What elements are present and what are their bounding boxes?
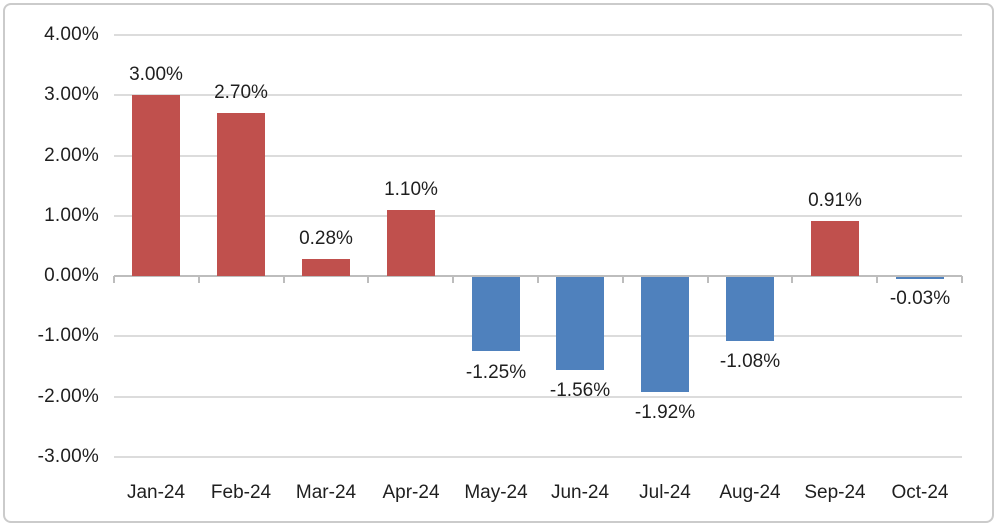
bar-positive-Mar-24 [302, 259, 350, 276]
y-axis-tick-label: 0.00% [44, 265, 99, 287]
x-axis-tick-label: Apr-24 [382, 482, 440, 503]
plot-area: 4.00% 3.00% 2.00% 1.00% 0.00% -1.00% -2.00% -3.… [5, 5, 992, 521]
bar-value-label: 3.00% [129, 64, 183, 85]
x-axis-tick-label: Mar-24 [295, 482, 357, 503]
zero-axis-tick [876, 276, 879, 284]
bar-value-label: 0.91% [808, 190, 862, 211]
bar-negative-Jul-24 [641, 277, 689, 392]
gridline [114, 94, 962, 97]
gridline [114, 154, 962, 157]
y-axis-tick-label: -2.00% [37, 385, 99, 407]
zero-axis-tick [791, 276, 794, 284]
bar-value-label: -1.25% [465, 362, 527, 383]
bar-value-label: -1.08% [719, 351, 781, 372]
bar-value-label: -0.03% [889, 288, 951, 309]
bar-positive-Jan-24 [132, 95, 180, 276]
y-axis-tick-label: -1.00% [37, 325, 99, 347]
bar-negative-May-24 [472, 277, 520, 351]
zero-axis-tick [113, 276, 115, 284]
bar-value-label: 2.70% [214, 82, 268, 103]
chart-frame: 4.00% 3.00% 2.00% 1.00% 0.00% -1.00% -2.00% -3.… [3, 3, 994, 523]
x-axis-tick-label: Aug-24 [719, 482, 781, 503]
x-axis-tick-label: Oct-24 [891, 482, 949, 503]
zero-axis-tick [961, 276, 963, 284]
bar-value-label: 1.10% [384, 179, 438, 200]
y-axis-tick-label: 3.00% [44, 84, 99, 106]
y-axis-tick-label: 2.00% [44, 144, 99, 166]
zero-axis-tick [282, 276, 285, 284]
zero-axis-tick [452, 276, 455, 284]
gridline [114, 335, 962, 338]
x-axis-tick-label: Feb-24 [210, 482, 272, 503]
zero-axis-tick [537, 276, 539, 284]
bar-positive-Sep-24 [811, 221, 859, 276]
zero-axis-tick [621, 276, 624, 284]
bar-negative-Aug-24 [726, 277, 774, 341]
y-axis-tick-label: 4.00% [44, 24, 99, 45]
x-axis-tick-label: Sep-24 [804, 482, 866, 503]
x-axis-tick-label: May-24 [464, 482, 528, 503]
y-axis-tick-label: -3.00% [37, 446, 99, 467]
zero-axis-tick [706, 276, 709, 284]
gridline [114, 456, 962, 458]
x-axis-tick-label: Jul-24 [639, 482, 691, 503]
zero-axis-tick [197, 276, 200, 284]
bar-value-label: -1.56% [549, 380, 611, 401]
bar-positive-Feb-24 [217, 113, 265, 276]
zero-axis-tick [367, 276, 370, 284]
y-axis-tick-label: 1.00% [44, 204, 99, 226]
bar-value-label: 0.28% [299, 228, 353, 249]
gridline [114, 395, 962, 398]
x-axis-tick-label: Jun-24 [550, 482, 610, 503]
x-axis-tick-label: Jan-24 [126, 482, 186, 503]
bar-negative-Jun-24 [556, 277, 604, 370]
bar-positive-Apr-24 [387, 210, 435, 276]
bar-value-label: -1.92% [634, 402, 696, 423]
gridline [114, 34, 962, 36]
bar-negative-Oct-24 [896, 277, 944, 279]
gridline [114, 214, 962, 217]
